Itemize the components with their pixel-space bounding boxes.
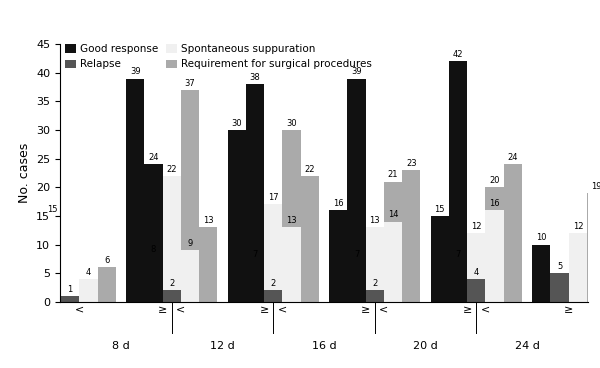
Bar <box>550 273 569 302</box>
Text: 10: 10 <box>536 233 547 242</box>
Text: 38: 38 <box>250 73 260 82</box>
Text: 39: 39 <box>351 67 362 76</box>
Text: 24: 24 <box>508 153 518 162</box>
Text: 8: 8 <box>151 245 156 254</box>
Text: 19: 19 <box>591 182 600 191</box>
Text: 4: 4 <box>473 268 479 277</box>
Text: 12: 12 <box>572 222 583 231</box>
Text: 9: 9 <box>187 239 193 248</box>
Bar <box>264 205 283 302</box>
Bar <box>347 78 365 302</box>
Bar <box>402 170 421 302</box>
Text: 13: 13 <box>203 216 214 225</box>
Bar <box>283 130 301 302</box>
Text: 16 d: 16 d <box>311 341 337 351</box>
Text: 23: 23 <box>406 159 416 168</box>
Text: 24 d: 24 d <box>515 341 539 351</box>
Legend: Good response, Relapse, Spontaneous suppuration, Requirement for surgical proced: Good response, Relapse, Spontaneous supp… <box>65 44 372 70</box>
Bar <box>467 233 485 302</box>
Text: 6: 6 <box>104 256 109 265</box>
Bar <box>79 279 98 302</box>
Bar <box>163 290 181 302</box>
Text: 20 d: 20 d <box>413 341 438 351</box>
Text: 22: 22 <box>166 164 177 174</box>
Bar <box>485 187 504 302</box>
Bar <box>227 130 246 302</box>
Bar <box>246 262 264 302</box>
Bar <box>329 210 347 302</box>
Bar <box>384 181 402 302</box>
Bar <box>126 78 144 302</box>
Bar <box>467 279 485 302</box>
Bar <box>301 176 319 302</box>
Text: 12: 12 <box>471 222 482 231</box>
Text: 2: 2 <box>372 279 377 288</box>
Bar <box>532 244 550 302</box>
Text: 7: 7 <box>354 250 359 259</box>
Bar <box>246 84 264 302</box>
Text: 30: 30 <box>232 119 242 128</box>
Bar <box>98 268 116 302</box>
Text: 1: 1 <box>68 285 73 294</box>
Text: 39: 39 <box>130 67 140 76</box>
Text: 15: 15 <box>47 205 57 213</box>
Bar <box>264 290 283 302</box>
Bar <box>163 176 181 302</box>
Text: 7: 7 <box>252 250 257 259</box>
Bar <box>365 290 384 302</box>
Bar <box>449 262 467 302</box>
Text: 24: 24 <box>148 153 158 162</box>
Text: 22: 22 <box>305 164 315 174</box>
Y-axis label: No. cases: No. cases <box>17 143 31 203</box>
Text: 37: 37 <box>185 79 196 88</box>
Bar <box>144 256 163 302</box>
Text: 5: 5 <box>557 262 562 271</box>
Bar <box>283 227 301 302</box>
Text: 30: 30 <box>286 119 297 128</box>
Bar <box>199 227 217 302</box>
Bar <box>449 61 467 302</box>
Bar <box>181 90 199 302</box>
Text: 21: 21 <box>388 170 398 179</box>
Text: 13: 13 <box>286 216 297 225</box>
Bar <box>504 164 522 302</box>
Text: 2: 2 <box>271 279 276 288</box>
Text: 7: 7 <box>455 250 461 259</box>
Bar <box>569 233 587 302</box>
Text: 17: 17 <box>268 193 278 202</box>
Bar <box>384 222 402 302</box>
Bar <box>365 227 384 302</box>
Bar <box>144 164 163 302</box>
Text: 13: 13 <box>370 216 380 225</box>
Bar <box>431 216 449 302</box>
Bar <box>587 193 600 302</box>
Text: 8 d: 8 d <box>112 341 130 351</box>
Text: 4: 4 <box>86 268 91 277</box>
Text: 42: 42 <box>453 50 463 59</box>
Text: 20: 20 <box>490 176 500 185</box>
Text: 12 d: 12 d <box>210 341 235 351</box>
Bar <box>485 210 504 302</box>
Text: 14: 14 <box>388 210 398 219</box>
Bar <box>347 262 365 302</box>
Text: 16: 16 <box>489 199 500 208</box>
Bar <box>61 296 79 302</box>
Text: 2: 2 <box>169 279 175 288</box>
Bar <box>181 250 199 302</box>
Text: 15: 15 <box>434 205 445 213</box>
Bar <box>43 216 61 302</box>
Text: 16: 16 <box>333 199 344 208</box>
